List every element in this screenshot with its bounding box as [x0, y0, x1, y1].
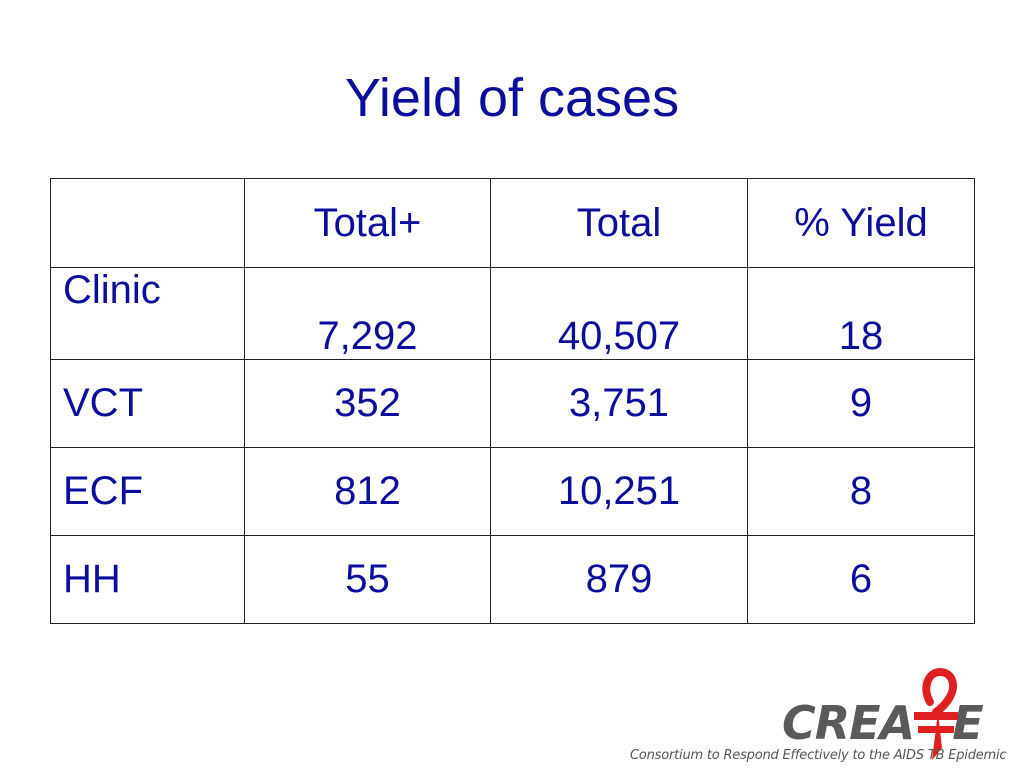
total-cell: 40,507: [490, 267, 748, 360]
yield-cell: 6: [747, 535, 975, 624]
header-cell-yield: % Yield: [747, 178, 975, 268]
row-label: ECF: [50, 447, 245, 536]
yield-cell: 8: [747, 447, 975, 536]
total-plus-cell: 7,292: [244, 267, 491, 360]
row-label: Clinic: [50, 267, 245, 360]
total-cell: 3,751: [490, 359, 748, 448]
total-plus-cell: 352: [244, 359, 491, 448]
row-label: HH: [50, 535, 245, 624]
yield-cell: 9: [747, 359, 975, 448]
row-label: VCT: [50, 359, 245, 448]
total-plus-cell: 812: [244, 447, 491, 536]
header-cell-total: Total: [490, 178, 748, 268]
total-plus-cell: 55: [244, 535, 491, 624]
total-cell: 879: [490, 535, 748, 624]
header-cell-total-plus: Total+: [244, 178, 491, 268]
table-row: HH 55 879 6: [50, 535, 975, 624]
yield-table: Total+ Total % Yield Clinic 7,292 40,507…: [50, 178, 975, 624]
logo-wordmark: CREA E: [782, 696, 984, 750]
table-header-row: Total+ Total % Yield: [50, 178, 975, 268]
table-row: VCT 352 3,751 9: [50, 359, 975, 448]
slide-title: Yield of cases: [344, 68, 680, 128]
header-cell-empty: [50, 178, 245, 268]
table-row: ECF 812 10,251 8: [50, 447, 975, 536]
ribbon-cross-icon: [914, 668, 958, 760]
logo-tagline: Consortium to Respond Effectively to the…: [630, 748, 1007, 763]
yield-cell: 18: [747, 267, 975, 360]
table-row: Clinic 7,292 40,507 18: [50, 267, 975, 360]
create-logo: CREA E Consortium to Respond Effectively …: [626, 668, 1024, 768]
total-cell: 10,251: [490, 447, 748, 536]
